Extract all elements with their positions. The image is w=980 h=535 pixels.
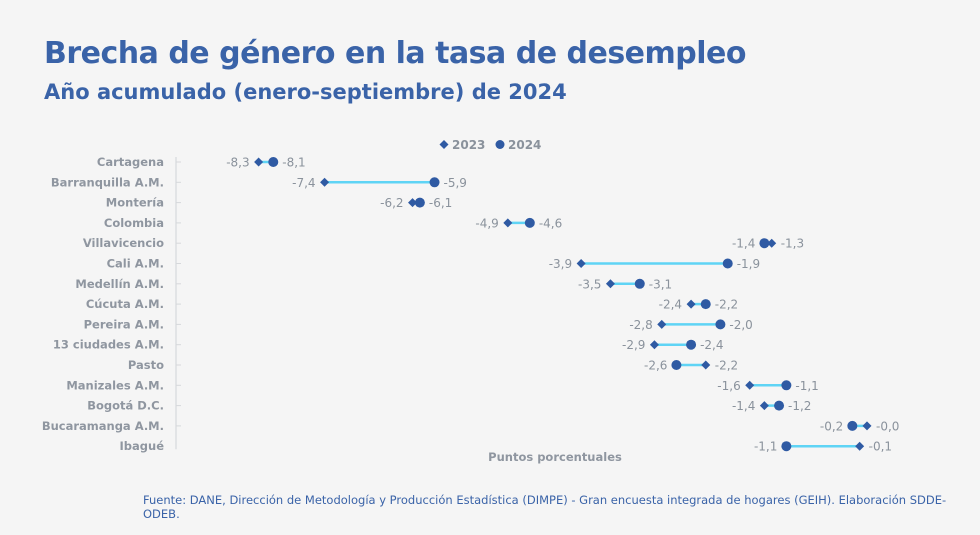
marker-2023-diamond — [657, 319, 667, 329]
value-label-2023: -3,9 — [549, 257, 572, 271]
marker-2024-circle — [722, 258, 733, 269]
category-label: Medellín A.M. — [75, 277, 164, 291]
dumbbell-chart: 2023 2024 Cartagena Barranquilla A.M. Mont… — [42, 138, 900, 464]
marker-2023-diamond — [320, 177, 330, 187]
legend: 2023 2024 — [439, 138, 541, 152]
marker-2024-circle — [414, 197, 425, 208]
value-label-2024: -2,2 — [715, 298, 738, 312]
value-label-2023: -3,5 — [578, 277, 601, 291]
category-label: Bucaramanga A.M. — [42, 419, 164, 433]
category-label: 13 ciudades A.M. — [53, 338, 164, 352]
marker-2024-circle — [686, 339, 697, 350]
marker-2024-circle — [781, 441, 792, 452]
marker-2024-circle — [671, 360, 682, 370]
value-label-2023: -2,4 — [659, 298, 682, 312]
category-label: Cúcuta A.M. — [86, 297, 164, 311]
value-label-2023: -2,8 — [629, 318, 652, 332]
legend-label-2023: 2023 — [452, 138, 485, 152]
category-label: Pasto — [128, 358, 164, 372]
value-label-2023: -7,4 — [292, 176, 315, 190]
category-label: Bogotá D.C. — [87, 399, 164, 413]
marker-2024-circle — [781, 380, 792, 391]
category-label: Montería — [106, 196, 164, 210]
chart-subtitle: Año acumulado (enero-septiembre) de 2024 — [44, 80, 567, 104]
category-label: Manizales A.M. — [66, 378, 164, 392]
value-label-2023: -8,3 — [226, 156, 249, 170]
marker-2023-diamond — [408, 198, 418, 208]
value-label-2024: -2,0 — [729, 318, 752, 332]
marker-2024-circle — [634, 278, 645, 289]
value-label-2024: -8,1 — [282, 156, 305, 170]
value-label-2024: -1,1 — [795, 379, 818, 393]
value-label-2023: -0,0 — [876, 419, 899, 433]
value-label-2023: -2,2 — [715, 359, 738, 373]
marker-2023-diamond — [701, 360, 711, 370]
marker-2023-diamond — [686, 299, 696, 309]
category-label: Pereira A.M. — [84, 317, 164, 331]
x-axis-title: Puntos porcentuales — [488, 450, 622, 464]
value-label-2024: -1,9 — [737, 257, 760, 271]
category-label: Colombia — [104, 216, 164, 230]
marker-2023-diamond — [745, 380, 755, 390]
category-label: Cartagena — [97, 155, 164, 169]
markers — [254, 157, 872, 452]
marker-2024-circle — [759, 238, 770, 249]
value-label-2024: -5,9 — [444, 176, 467, 190]
value-label-2023: -1,3 — [781, 237, 804, 251]
source-note: Fuente: DANE, Dirección de Metodología y… — [143, 493, 947, 521]
marker-2024-circle — [774, 400, 785, 411]
marker-2024-circle — [429, 177, 440, 188]
value-label-2023: -4,9 — [475, 216, 498, 230]
legend-diamond-icon — [439, 140, 449, 149]
value-label-2024: -1,2 — [788, 399, 811, 413]
value-label-2023: -1,6 — [717, 379, 740, 393]
marker-2023-diamond — [605, 279, 615, 289]
marker-2023-diamond — [759, 401, 769, 411]
value-label-2023: -1,4 — [732, 399, 755, 413]
marker-2023-diamond — [576, 259, 586, 268]
marker-2024-circle — [268, 157, 279, 167]
labels: -8,3 -8,1 -7,4 -5,9 -6,2 -6,1 -4,9 -4,6 -1,4 -1,3… — [226, 156, 899, 454]
value-label-2024: -1,4 — [732, 237, 755, 251]
value-label-2023: -2,9 — [622, 338, 645, 352]
value-label-2024: -2,6 — [644, 359, 667, 373]
value-label-2024: -4,6 — [539, 216, 562, 230]
value-label-2023: -0,1 — [869, 440, 892, 454]
marker-2024-circle — [847, 420, 858, 431]
value-label-2023: -6,2 — [380, 196, 403, 210]
marker-2023-diamond — [254, 157, 264, 167]
category-label: Cali A.M. — [107, 257, 164, 271]
value-label-2024: -3,1 — [649, 277, 672, 291]
value-label-2024: -6,1 — [429, 196, 452, 210]
marker-2023-diamond — [767, 238, 777, 248]
y-axis: Cartagena Barranquilla A.M. Montería Colomb… — [42, 155, 181, 453]
value-label-2024: -2,4 — [700, 338, 723, 352]
marker-2024-circle — [715, 319, 726, 330]
value-label-2024: -0,2 — [820, 419, 843, 433]
marker-2023-diamond — [862, 421, 872, 431]
value-label-2024: -1,1 — [754, 440, 777, 454]
chart-title: Brecha de género en la tasa de desempleo — [44, 36, 747, 71]
marker-2023-diamond — [503, 218, 513, 228]
marker-2023-diamond — [649, 340, 659, 350]
marker-2024-circle — [700, 299, 711, 310]
category-label: Villavicencio — [83, 236, 164, 250]
marker-2024-circle — [524, 217, 535, 228]
legend-circle-icon — [495, 140, 505, 149]
legend-label-2024: 2024 — [508, 138, 541, 152]
category-label: Barranquilla A.M. — [51, 175, 164, 189]
marker-2023-diamond — [855, 441, 865, 451]
category-label: Ibagué — [120, 439, 165, 453]
